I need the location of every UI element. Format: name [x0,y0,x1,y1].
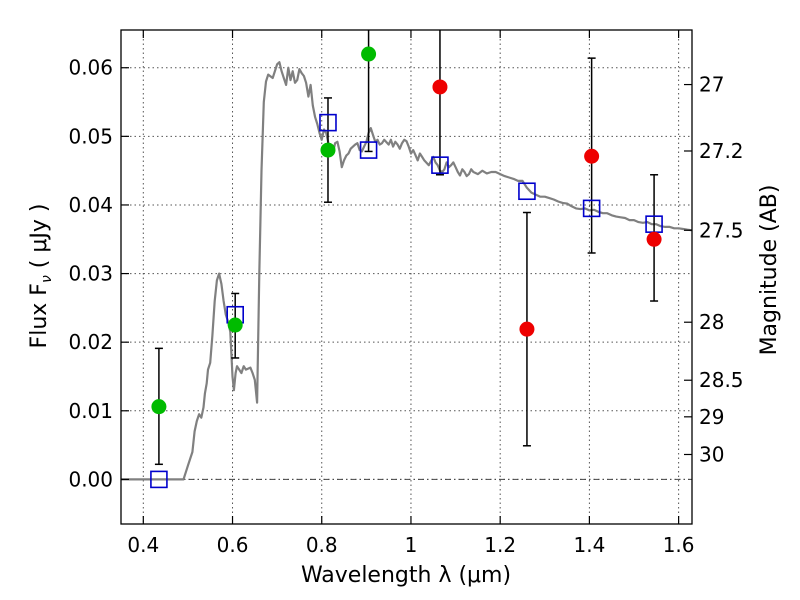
observed-point-green [320,142,336,158]
model-photometry-square [359,141,378,159]
y2-axis-label: Magnitude (AB) [757,185,782,356]
y-tick-label: 0.06 [68,56,113,80]
y-tick-labels: 0.00 0.01 0.02 0.03 0.04 0.05 0.06 [68,56,113,492]
x-tick-label: 1.6 [663,533,695,557]
observed-point-green [361,46,377,62]
observed-point-red [432,79,448,95]
y2-tick-label: 29 [699,405,724,429]
x-tick-label: 0.8 [306,533,338,557]
y-tick-label: 0.04 [68,193,113,217]
y2-tick-label: 28.5 [699,368,744,392]
x-axis-label: Wavelength λ (μm) [301,563,511,588]
y2-tick-labels: 27 27.2 27.5 28 28.5 29 30 [699,73,744,467]
error-bars [154,30,659,466]
y-axis-label: Flux Fν ( μJy ) [27,204,55,349]
model-photometry-square [431,156,449,174]
y-axis-label-unit: ( μJy ) [27,204,52,269]
model-photometry-square [582,199,601,218]
y-axis-label-main: Flux F [27,283,52,348]
observed-point-red [519,321,535,337]
axis-ticks [121,30,692,524]
observed-point-green [227,317,243,333]
observed-point-green [151,399,167,415]
y-tick-label: 0.03 [68,262,113,286]
observed-point-red [584,148,600,164]
observed-point-red [646,231,662,247]
grid-lines [121,30,692,524]
x-tick-label: 0.4 [127,533,159,557]
y2-tick-label: 30 [699,442,724,466]
model-spectrum-line [121,61,693,481]
model-photometry-square [150,470,168,489]
plot-frame [120,29,693,525]
y2-tick-label: 28 [699,310,724,334]
x-tick-label: 1 [405,533,418,557]
x-tick-label: 1.4 [573,533,605,557]
model-photometry-square [518,182,536,201]
x-tick-label: 1.2 [484,533,516,557]
svg-text:Flux Fν ( μJy ): Flux Fν ( μJy ) [27,204,55,349]
y-axis-label-sub: ν [39,275,55,283]
y-tick-label: 0.01 [68,399,113,423]
x-tick-label: 0.6 [217,533,249,557]
y-tick-label: 0.05 [68,124,113,148]
model-spectrum [121,61,693,481]
model-photometry-square [319,113,337,132]
observed-points [151,46,662,415]
y2-tick-label: 27.5 [699,218,744,242]
y-tick-label: 0.00 [68,467,113,491]
y2-tick-label: 27 [699,73,724,97]
y-tick-label: 0.02 [68,330,113,354]
y2-tick-label: 27.2 [699,139,744,163]
x-tick-labels: 0.4 0.6 0.8 1 1.2 1.4 1.6 [127,533,694,557]
model-photometry [150,113,663,489]
